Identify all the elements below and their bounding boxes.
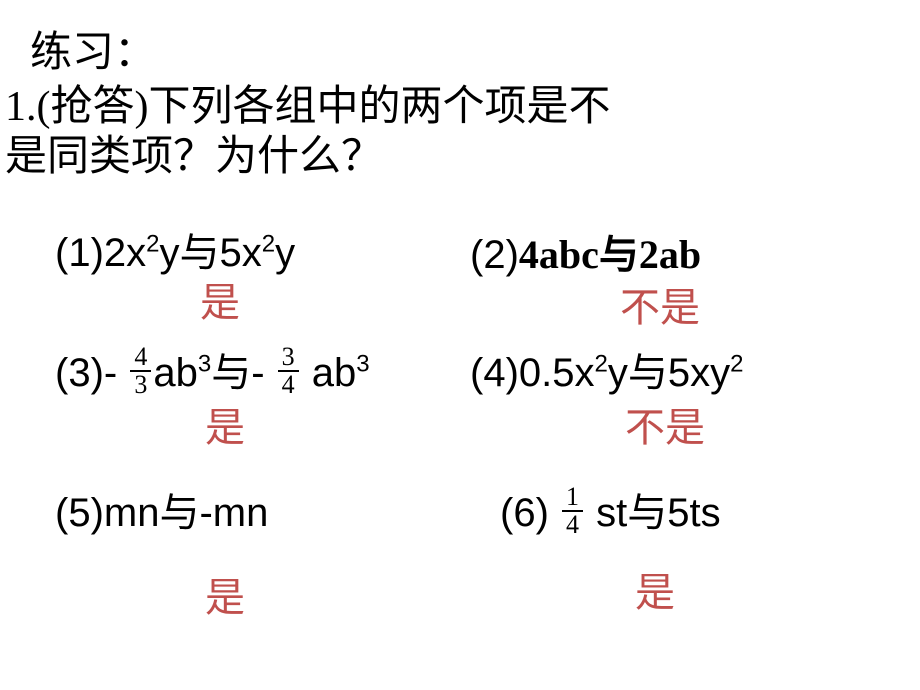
frac3-num: 1: [562, 484, 583, 512]
item-2-text: 4abc与2ab: [519, 232, 701, 277]
item-1-sup-1: 2: [146, 231, 159, 258]
item-1-part-a: 2x: [104, 231, 146, 275]
item-4: (4)0.5x2y与5xy2: [470, 340, 743, 398]
item-2: (2)4abc与2ab: [470, 222, 701, 280]
frac2-num: 3: [278, 344, 299, 372]
answer-1: 是: [200, 270, 240, 328]
item-6-rest: st与5ts: [585, 491, 721, 535]
item-4-s2: 2: [730, 351, 743, 378]
frac1-num: 4: [130, 344, 151, 372]
frac1-den: 3: [130, 372, 151, 398]
answer-3: 是: [205, 395, 245, 453]
item-1-label: (1): [55, 231, 104, 275]
fraction-1-4: 14: [560, 482, 585, 540]
item-4-label: (4): [470, 351, 519, 395]
item-4-s1: 2: [595, 351, 608, 378]
item-3-mid2: ab: [301, 351, 357, 395]
item-2-label: (2): [470, 233, 519, 277]
answer-5: 是: [205, 565, 245, 623]
answer-6: 是: [635, 560, 675, 618]
question-line-2: 是同类项？为什么？: [5, 122, 383, 183]
item-5-text: mn与-mn: [104, 491, 268, 535]
item-1-part-c: y: [275, 231, 295, 275]
item-3-mid1: ab: [153, 351, 198, 395]
item-6-label: (6): [500, 491, 549, 535]
item-3-sup2: 3: [356, 351, 369, 378]
item-4-a: 0.5x: [519, 351, 595, 395]
item-3-conn: 与-: [211, 351, 264, 395]
item-1-sup-2: 2: [262, 231, 275, 258]
answer-2: 不是: [620, 275, 700, 333]
fraction-3-4: 34: [276, 342, 301, 400]
answer-4: 不是: [625, 395, 705, 453]
exercise-header: 练习：: [30, 18, 156, 79]
item-4-b: y与5xy: [608, 351, 730, 395]
item-1: (1)2x2y与5x2y: [55, 220, 295, 278]
item-6: (6) 14 st与5ts: [500, 480, 721, 544]
item-3-sup1: 3: [198, 351, 211, 378]
item-3-label: (3)-: [55, 351, 117, 395]
item-5: (5)mn与-mn: [55, 480, 268, 538]
frac3-den: 4: [562, 512, 583, 538]
item-5-label: (5): [55, 491, 104, 535]
fraction-4-3: 43: [128, 342, 153, 400]
frac2-den: 4: [278, 372, 299, 398]
item-1-part-b: y与5x: [160, 231, 262, 275]
